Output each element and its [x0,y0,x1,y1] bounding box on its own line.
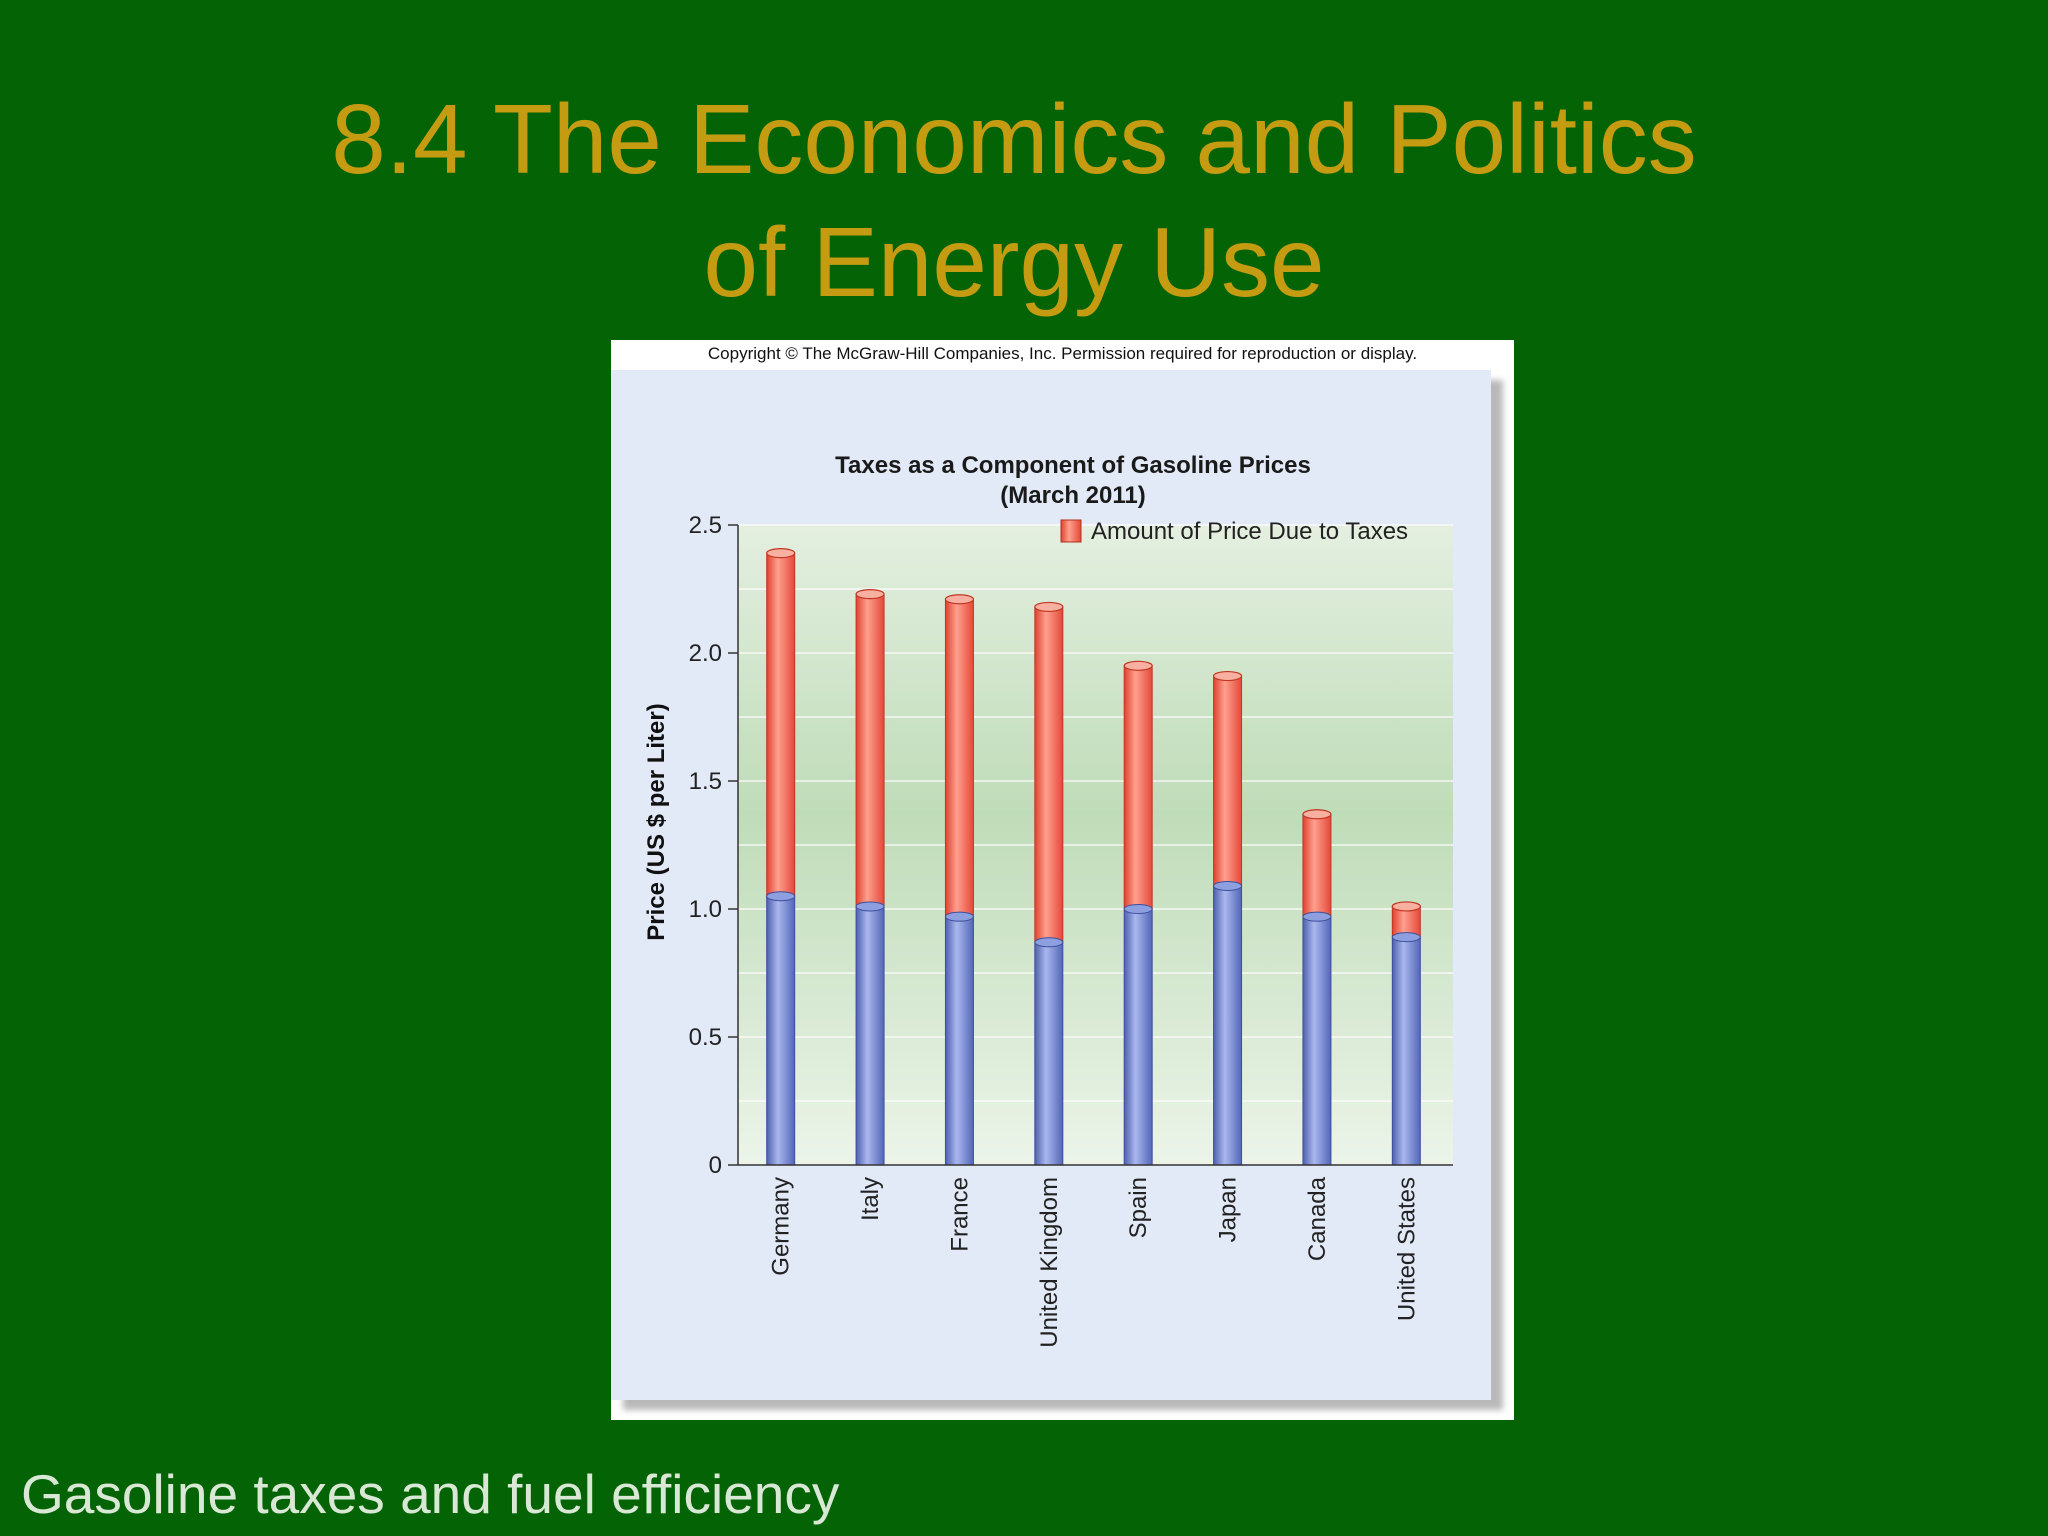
bar-top-cap [1034,601,1064,613]
bar-group: France [944,594,975,1252]
chart-figure: Copyright © The McGraw-Hill Companies, I… [611,340,1514,1420]
bar-top-cap [1212,670,1243,682]
bar-segment-seam [766,891,796,902]
bar-tax-portion [1034,606,1064,943]
bar-base-price [1034,941,1064,1166]
bar-segment-seam [1391,932,1421,943]
bar-base-price [944,916,974,1166]
bar-base-price [1302,916,1332,1166]
bar-group: United States [1391,901,1421,1321]
x-tick-label: Germany [768,1177,795,1276]
slide-footer: Gasoline taxes and fuel efficiency [21,1463,840,1525]
bar-tax-portion [855,593,885,907]
bar-segment-seam [1302,911,1332,922]
bar-top-cap [855,589,885,600]
bar-tax-portion [1123,665,1153,910]
bar-tax-portion [944,598,974,918]
bar-base-price [855,905,885,1166]
legend-swatch-taxes [1060,519,1082,543]
chart-panel: Taxes as a Component of Gasoline Prices … [611,370,1491,1400]
bar-tax-portion [1213,675,1243,887]
x-tick-label: United States [1393,1177,1420,1321]
x-tick-label: France [946,1177,973,1252]
stacked-bar-chart: Taxes as a Component of Gasoline Prices … [643,452,1453,1348]
chart-title: Taxes as a Component of Gasoline Prices [835,452,1311,479]
bar-group: Canada [1302,809,1332,1261]
bar-group: Germany [766,548,796,1276]
bar-group: Italy [855,589,885,1221]
copyright-notice: Copyright © The McGraw-Hill Companies, I… [707,344,1418,363]
x-tick-label: United Kingdom [1036,1177,1063,1348]
x-tick-label: Japan [1215,1177,1242,1242]
axes: 0 0.5 1.0 1.5 2.0 2.5 [689,512,1453,1179]
bar-group: Japan [1212,670,1243,1242]
legend-label-taxes: Amount of Price Due to Taxes [1091,518,1408,545]
bar-top-cap [766,548,796,559]
x-tick-label: Spain [1125,1177,1152,1238]
slide-title: 8.4 The Economics and Politics of Energy… [331,84,1697,317]
bar-base-price [1123,908,1153,1166]
legend: Amount of Price Due to Taxes [1060,518,1408,545]
bar-segment-seam [855,901,885,912]
bar-segment-seam [1034,937,1064,948]
y-tick-label: 0 [709,1152,722,1179]
bar-segment-seam [1123,904,1153,914]
bar-base-price [766,895,796,1166]
bar-segment-seam [944,911,974,922]
bar-top-cap [1391,901,1421,912]
bar-base-price [1213,885,1243,1166]
bars: Germany Italy France United Kingdom Spain Jap… [766,548,1421,1348]
bar-base-price [1391,936,1421,1166]
y-tick-label: 0.5 [689,1024,722,1051]
chart-subtitle: (March 2011) [1000,482,1145,509]
bar-tax-portion [1302,813,1332,918]
x-tick-label: Canada [1304,1176,1331,1261]
y-tick-label: 1.5 [689,768,722,795]
y-tick-label: 2.0 [689,640,722,667]
y-tick-label: 2.5 [689,512,722,539]
bar-group: Spain [1123,660,1153,1238]
bar-tax-portion [766,552,796,897]
x-tick-label: Italy [857,1177,884,1221]
bar-segment-seam [1213,880,1243,891]
y-axis-label: Price (US $ per Liter) [643,703,670,940]
bar-top-cap [1123,660,1153,671]
y-tick-label: 1.0 [689,896,722,923]
bar-group: United Kingdom [1034,601,1064,1348]
bar-top-cap [944,594,975,605]
bar-top-cap [1302,809,1332,820]
